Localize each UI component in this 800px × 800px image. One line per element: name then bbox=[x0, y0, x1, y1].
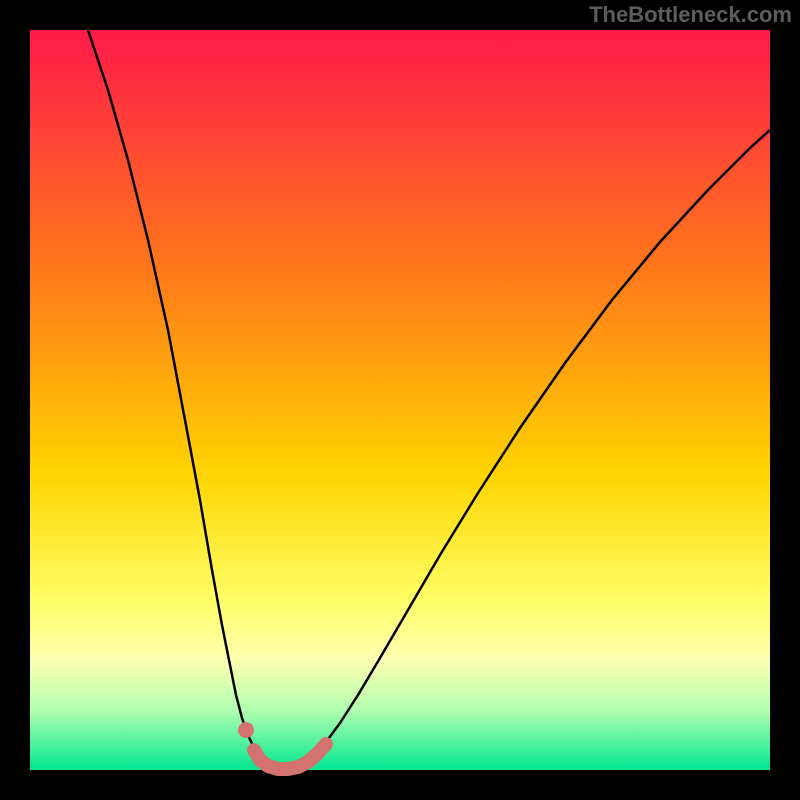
watermark-text: TheBottleneck.com bbox=[589, 2, 792, 28]
trough-isolated-dot bbox=[238, 722, 254, 738]
bottleneck-curve-left bbox=[88, 30, 280, 769]
bottleneck-curve-right bbox=[290, 130, 770, 769]
chart-svg bbox=[30, 30, 770, 770]
plot-area bbox=[30, 30, 770, 770]
trough-highlight bbox=[254, 744, 326, 769]
